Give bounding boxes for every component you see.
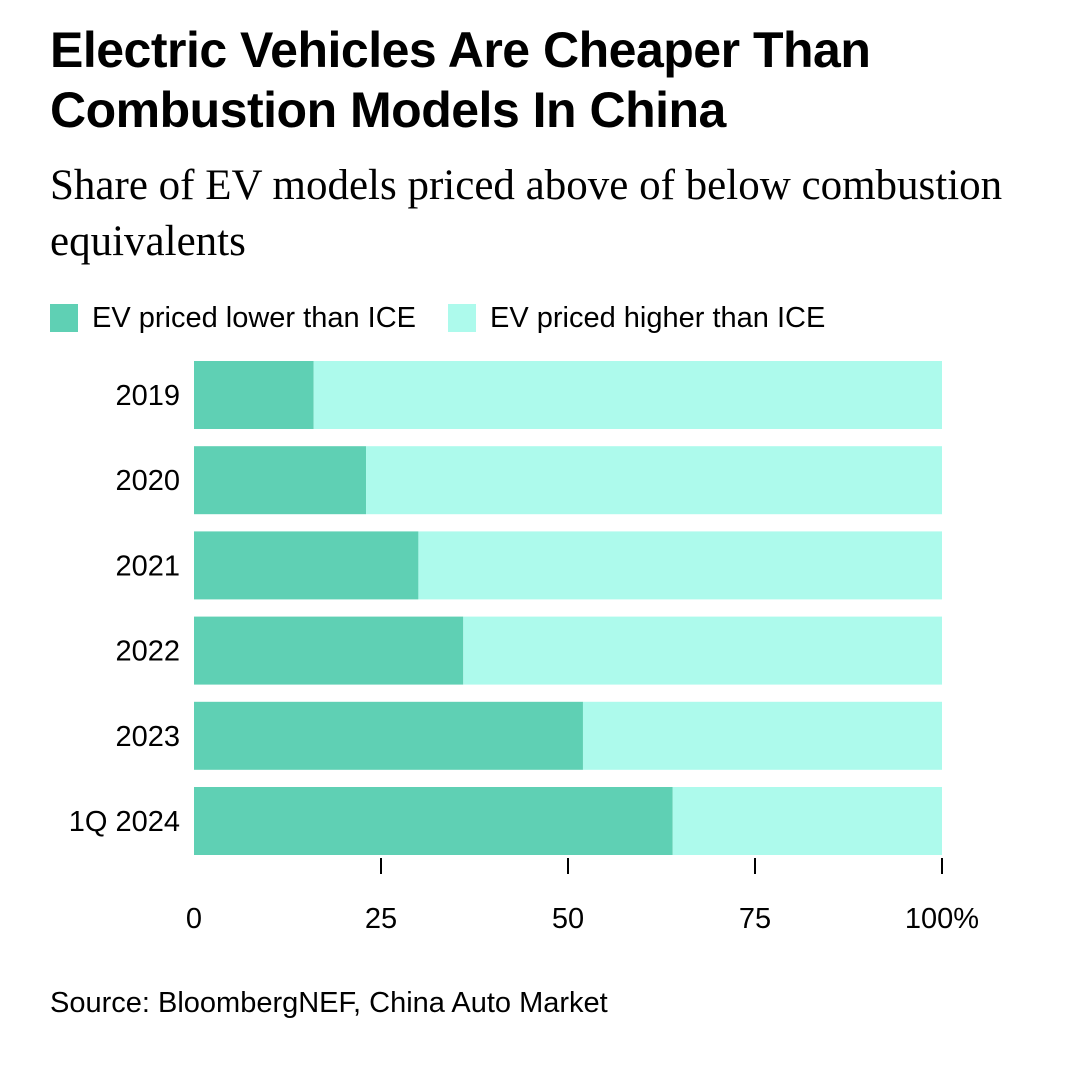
bar-area: 2019 2020 2021 2022 2023 1Q 2024 [69,361,942,855]
legend-label-ev-higher: EV priced higher than ICE [489,301,826,334]
legend-item-ev-lower: EV priced lower than ICE [50,302,416,335]
chart-source: Source: BloombergNEF, China Auto Market [50,987,608,1019]
stacked-bar-chart: 2019 2020 2021 2022 2023 1Q 2024 0 25 50 75 100% [69,361,979,935]
bar-ev-higher-2021 [418,531,942,600]
y-tick-label-2021: 2021 [115,550,180,582]
chart-legend: EV priced lower than ICE EV priced highe… [50,296,857,340]
x-axis: 0 25 50 75 100% [186,858,979,935]
bar-ev-higher-2022 [463,616,942,685]
bar-ev-lower-2022 [194,616,464,685]
x-tick-label-100: 100% [905,903,979,935]
bar-ev-higher-2019 [313,361,942,429]
chart-subtitle: Share of EV models priced above of below… [50,162,1003,265]
y-tick-label-2023: 2023 [115,721,180,753]
chart-title: Electric Vehicles Are Cheaper Than Combu… [50,22,871,138]
legend-label-ev-lower: EV priced lower than ICE [92,301,416,334]
legend-swatch-ev-lower [50,304,78,332]
y-tick-label-2019: 2019 [115,380,180,412]
y-tick-label-2022: 2022 [115,636,180,668]
x-tick-label-0: 0 [186,903,202,935]
bar-ev-higher-2020 [366,446,942,515]
y-tick-label-1q-2024: 1Q 2024 [69,806,180,838]
x-tick-label-50: 50 [552,903,584,935]
bar-ev-higher-1q-2024 [672,787,942,855]
x-tick-label-25: 25 [365,903,397,935]
y-tick-label-2020: 2020 [115,465,180,497]
bar-ev-lower-2019 [194,361,314,429]
x-tick-label-75: 75 [739,903,771,935]
bar-ev-lower-2023 [194,701,583,770]
bar-ev-higher-2023 [582,701,942,770]
legend-swatch-ev-higher [447,304,476,332]
bar-ev-lower-2020 [194,446,367,515]
bar-ev-lower-2021 [194,531,419,600]
bar-ev-lower-1q-2024 [194,787,673,855]
legend-item-ev-higher: EV priced higher than ICE [447,301,826,335]
